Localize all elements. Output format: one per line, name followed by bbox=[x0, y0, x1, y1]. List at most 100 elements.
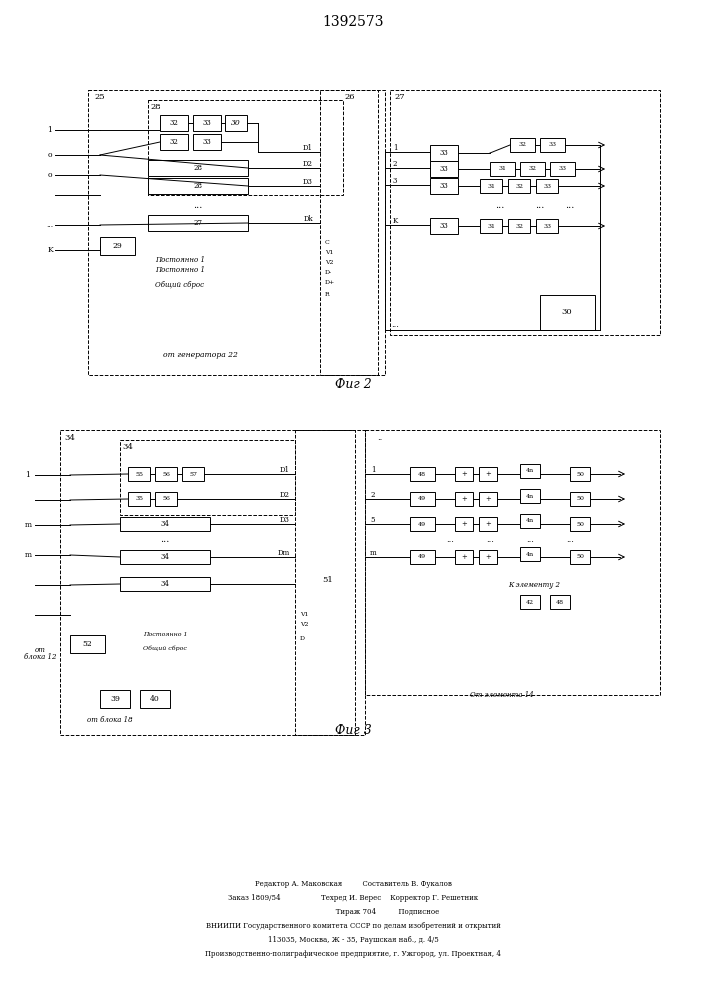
Bar bbox=[100, 237, 135, 255]
Bar bbox=[430, 145, 458, 161]
Text: Постоянно 1: Постоянно 1 bbox=[155, 266, 205, 274]
Text: +: + bbox=[485, 553, 491, 561]
Bar bbox=[540, 295, 595, 330]
Text: 42: 42 bbox=[526, 599, 534, 604]
Bar bbox=[480, 219, 502, 233]
Text: Общий сброс: Общий сброс bbox=[156, 281, 204, 289]
Text: 48: 48 bbox=[418, 472, 426, 477]
Text: 32: 32 bbox=[515, 184, 523, 188]
Text: 2: 2 bbox=[393, 160, 397, 168]
Text: 5: 5 bbox=[370, 516, 375, 524]
Text: +: + bbox=[485, 520, 491, 528]
Bar bbox=[410, 550, 435, 564]
Bar bbox=[550, 162, 575, 176]
Text: 49: 49 bbox=[418, 496, 426, 502]
Text: m: m bbox=[370, 549, 376, 557]
Text: 48: 48 bbox=[556, 599, 564, 604]
Text: V1: V1 bbox=[325, 250, 334, 255]
Text: Фиг 3: Фиг 3 bbox=[334, 724, 371, 736]
Text: +: + bbox=[485, 470, 491, 478]
Text: ВНИИПИ Государственного комитета СССР по делам изобретений и открытий: ВНИИПИ Государственного комитета СССР по… bbox=[206, 922, 501, 930]
Bar bbox=[160, 115, 188, 131]
Bar bbox=[148, 160, 248, 176]
Bar bbox=[365, 430, 660, 695]
Text: 56: 56 bbox=[162, 472, 170, 477]
Text: 32: 32 bbox=[170, 138, 178, 146]
Text: 52: 52 bbox=[82, 640, 92, 648]
Text: m: m bbox=[25, 521, 32, 529]
Bar bbox=[550, 595, 570, 609]
Text: 49: 49 bbox=[418, 522, 426, 526]
Bar bbox=[120, 550, 210, 564]
Text: D2: D2 bbox=[303, 160, 313, 168]
Text: 33: 33 bbox=[548, 142, 556, 147]
Bar bbox=[520, 547, 540, 561]
Bar bbox=[520, 514, 540, 528]
Text: 28: 28 bbox=[151, 103, 161, 111]
Bar bbox=[88, 90, 378, 375]
Text: 1: 1 bbox=[393, 144, 397, 152]
Text: ...: ... bbox=[47, 221, 54, 229]
Bar bbox=[570, 467, 590, 481]
Bar bbox=[410, 492, 435, 506]
Text: Dm: Dm bbox=[278, 549, 290, 557]
Text: 35: 35 bbox=[135, 496, 143, 502]
Bar bbox=[508, 219, 530, 233]
Text: 27: 27 bbox=[194, 219, 202, 227]
Text: 2: 2 bbox=[370, 491, 375, 499]
Text: +: + bbox=[485, 495, 491, 503]
Text: 25: 25 bbox=[95, 93, 105, 101]
Text: 50: 50 bbox=[576, 496, 584, 502]
Text: 31: 31 bbox=[487, 184, 495, 188]
Text: 40: 40 bbox=[150, 695, 160, 703]
Text: 33: 33 bbox=[440, 149, 448, 157]
Text: ...: ... bbox=[486, 536, 494, 544]
Text: 34: 34 bbox=[160, 520, 170, 528]
Text: +: + bbox=[461, 520, 467, 528]
Text: ...: ... bbox=[526, 536, 534, 544]
Text: Тираж 704          Подписное: Тираж 704 Подписное bbox=[267, 908, 440, 916]
Text: ...: ... bbox=[496, 200, 505, 210]
Text: 30: 30 bbox=[561, 308, 572, 316]
Text: ...: ... bbox=[193, 200, 203, 210]
Text: +: + bbox=[461, 553, 467, 561]
Text: 1: 1 bbox=[370, 466, 375, 474]
Text: D1: D1 bbox=[303, 144, 313, 152]
Text: Dk: Dk bbox=[303, 215, 313, 223]
Text: D-: D- bbox=[325, 270, 332, 275]
Text: 34: 34 bbox=[160, 580, 170, 588]
Text: 33: 33 bbox=[543, 184, 551, 188]
Bar bbox=[193, 134, 221, 150]
Text: ..: .. bbox=[378, 434, 382, 442]
Text: 34: 34 bbox=[122, 443, 134, 451]
Text: 55: 55 bbox=[135, 472, 143, 477]
Text: V2: V2 bbox=[325, 260, 334, 265]
Bar bbox=[536, 179, 558, 193]
Text: 1392573: 1392573 bbox=[322, 15, 384, 29]
Text: D: D bbox=[300, 636, 305, 641]
Text: K: K bbox=[47, 246, 53, 254]
Bar bbox=[479, 492, 497, 506]
Text: Постоянно 1: Постоянно 1 bbox=[143, 633, 187, 638]
Bar bbox=[100, 690, 130, 708]
Text: 113035, Москва, Ж - 35, Раушская наб., д. 4/5: 113035, Москва, Ж - 35, Раушская наб., д… bbox=[268, 936, 438, 944]
Text: Общий сброс: Общий сброс bbox=[143, 645, 187, 651]
Text: 29: 29 bbox=[112, 242, 122, 250]
Text: 32: 32 bbox=[170, 119, 178, 127]
Text: m: m bbox=[25, 551, 32, 559]
Bar bbox=[455, 467, 473, 481]
Bar bbox=[320, 90, 385, 375]
Text: 31: 31 bbox=[487, 224, 495, 229]
Bar bbox=[60, 430, 355, 735]
Text: V2: V2 bbox=[300, 622, 308, 628]
Text: 4n: 4n bbox=[526, 493, 534, 498]
Text: C: C bbox=[325, 240, 329, 245]
Text: 50: 50 bbox=[576, 554, 584, 560]
Text: Производственно-полиграфическое предприятие, г. Ужгород, ул. Проектная, 4: Производственно-полиграфическое предприя… bbox=[205, 950, 501, 958]
Bar bbox=[570, 492, 590, 506]
Text: 3: 3 bbox=[393, 177, 397, 185]
Bar bbox=[479, 550, 497, 564]
Text: 56: 56 bbox=[162, 496, 170, 502]
Text: от: от bbox=[35, 646, 45, 654]
Text: D3: D3 bbox=[303, 178, 313, 186]
